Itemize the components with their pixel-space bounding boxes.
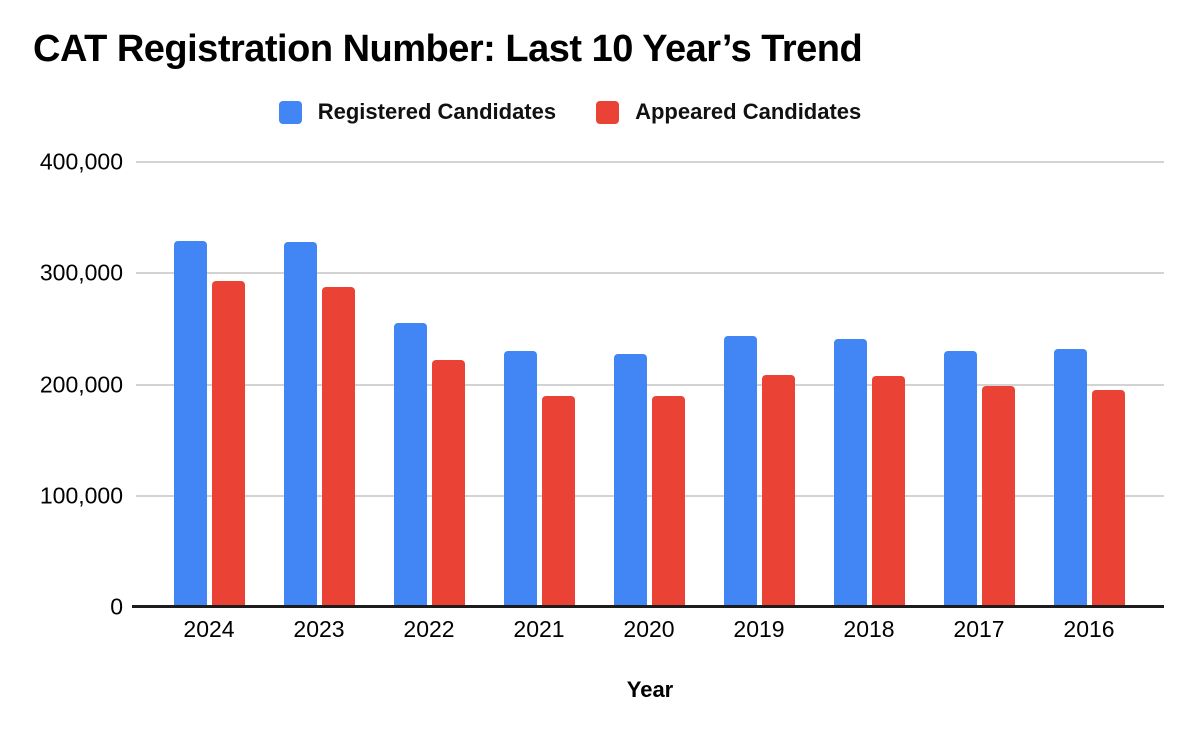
bar-registered-2021 [503,351,537,607]
bar-appeared-2016 [1091,390,1125,607]
y-tick-label: 300,000 [39,259,123,286]
bar-group-2022 [374,162,484,607]
bar-registered-2017 [943,351,977,607]
bar-registered-2018 [833,338,867,607]
legend-item-registered: Registered Candidates [278,99,557,125]
bar-registered-2023 [283,242,317,607]
bar-appeared-2018 [871,375,905,607]
x-tick-label: 2023 [293,616,345,642]
x-tick-label: 2021 [513,616,565,642]
gridline [136,161,1164,163]
y-axis-labels: 0 100,000 200,000 300,000 400,000 [0,150,123,618]
bar-appeared-2019 [761,374,795,607]
bar-group-2020 [594,162,704,607]
bar-appeared-2023 [321,286,355,607]
x-axis-title: Year [626,677,674,702]
bar-registered-2020 [613,354,647,607]
bar-group-2023 [264,162,374,607]
x-axis-labels: 2024 2023 2022 2021 2020 2019 2018 2017 2016 [136,614,1164,644]
bar-appeared-2022 [431,360,465,607]
legend-swatch-registered [278,100,302,124]
y-tick-label: 200,000 [39,371,123,397]
bars-container [136,162,1164,607]
bar-group-2017 [924,162,1034,607]
legend-swatch-appeared [596,100,620,124]
bar-appeared-2020 [651,395,685,607]
bar-registered-2016 [1053,348,1087,607]
bar-registered-2022 [393,323,427,607]
y-tick-label: 400,000 [39,148,123,175]
bar-group-2019 [704,162,814,607]
legend-label-appeared: Appeared Candidates [635,99,862,124]
gridline [136,383,1164,386]
bar-group-2024 [154,162,264,607]
chart-title: CAT Registration Number: Last 10 Year’s … [33,28,863,70]
legend: Registered Candidates Appeared Candidate… [0,99,1140,125]
x-tick-label: 2019 [733,616,785,642]
y-tick-label: 0 [110,593,123,620]
plot-area [132,161,1164,608]
bar-group-2016 [1034,162,1144,607]
x-tick-label: 2022 [403,616,455,642]
gridline [136,272,1164,275]
legend-label-registered: Registered Candidates [317,99,557,124]
bar-registered-2024 [173,241,207,607]
bar-registered-2019 [723,335,757,607]
bar-appeared-2017 [981,385,1015,607]
x-tick-label: 2017 [953,616,1005,642]
x-tick-label: 2024 [183,616,235,642]
bar-appeared-2024 [211,281,245,607]
gridline [136,494,1164,497]
x-tick-label: 2020 [623,616,675,642]
legend-item-appeared: Appeared Candidates [596,99,861,125]
x-axis-line [132,605,1164,608]
bar-group-2018 [814,162,924,607]
bar-group-2021 [484,162,594,607]
x-tick-label: 2018 [843,616,895,642]
y-tick-label: 100,000 [39,482,123,509]
x-tick-label: 2016 [1063,616,1115,642]
bar-appeared-2021 [541,395,575,607]
